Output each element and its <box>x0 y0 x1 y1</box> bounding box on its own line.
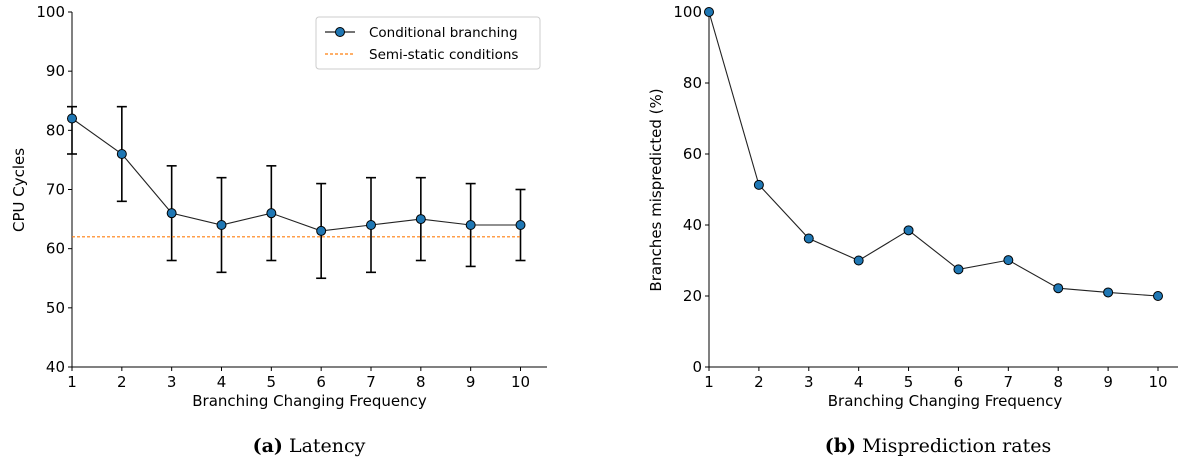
latency-marks <box>67 105 526 280</box>
latency-y-tick-label: 100 <box>36 3 65 21</box>
latency-y-tick-label: 70 <box>46 181 65 199</box>
misprediction-x-tick-label: 5 <box>904 373 914 391</box>
latency-x-axis-label: Branching Changing Frequency <box>192 392 427 410</box>
latency-data-point <box>266 208 277 219</box>
misprediction-x-tick-label: 1 <box>704 373 714 391</box>
misprediction-y-axis-label: Branches mispredicted (%) <box>647 88 665 291</box>
misprediction-y-tick-label: 40 <box>683 216 702 234</box>
latency-x-tick-label: 3 <box>167 373 177 391</box>
latency-y-tick-label: 40 <box>46 358 65 376</box>
misprediction-y-tick-label: 100 <box>673 3 702 21</box>
misprediction-data-point <box>753 179 764 190</box>
misprediction-y-tick-label: 20 <box>683 287 702 305</box>
latency-x-ticks: 1 2 3 4 5 6 7 8 9 10 <box>67 367 530 391</box>
misprediction-data-point <box>1153 291 1163 301</box>
misprediction-data-point <box>803 233 814 244</box>
latency-x-tick-label: 6 <box>316 373 326 391</box>
latency-caption: (a) Latency <box>253 435 366 457</box>
misprediction-x-tick-label: 3 <box>804 373 814 391</box>
latency-legend: Conditional branching Semi-static condit… <box>315 16 541 70</box>
latency-caption-tag: (a) <box>253 435 283 457</box>
latency-x-tick-label: 7 <box>366 373 376 391</box>
misprediction-y-tick-label: 80 <box>683 74 702 92</box>
misprediction-data-point <box>903 225 914 236</box>
misprediction-x-tick-label: 2 <box>754 373 764 391</box>
latency-data-point <box>116 149 127 159</box>
latency-data-point <box>415 214 426 225</box>
latency-x-tick-label: 8 <box>416 373 426 391</box>
latency-x-tick-label: 9 <box>466 373 476 391</box>
misprediction-x-tick-label: 10 <box>1148 373 1167 391</box>
latency-x-tick-label: 4 <box>217 373 227 391</box>
latency-data-point <box>216 220 227 230</box>
misprediction-data-point <box>1103 287 1114 298</box>
misprediction-y-tick-label: 0 <box>692 358 702 376</box>
latency-chart: 40 50 60 70 80 90 100 1 2 3 4 5 6 7 8 9 10 Branching Ch… <box>10 3 547 457</box>
misprediction-x-tick-label: 9 <box>1103 373 1113 391</box>
misprediction-chart: 0 20 40 60 80 100 1 2 3 4 5 6 7 8 9 10 Branching Chang… <box>647 3 1178 457</box>
misprediction-x-tick-label: 4 <box>854 373 864 391</box>
latency-x-tick-label: 10 <box>511 373 530 391</box>
latency-y-tick-label: 90 <box>46 62 65 80</box>
legend-conditional-marker <box>335 27 345 37</box>
latency-caption-text: Latency <box>289 435 366 457</box>
misprediction-caption: (b) Misprediction rates <box>825 435 1051 457</box>
latency-x-tick-label: 1 <box>67 373 77 391</box>
misprediction-data-point <box>1003 255 1014 266</box>
latency-data-point <box>465 220 476 230</box>
latency-x-tick-label: 2 <box>117 373 127 391</box>
latency-data-point <box>366 220 376 230</box>
misprediction-x-tick-label: 7 <box>1004 373 1014 391</box>
latency-data-point <box>67 113 77 124</box>
misprediction-caption-text: Misprediction rates <box>862 435 1051 457</box>
latency-data-point <box>515 220 526 230</box>
latency-y-axis-label: CPU Cycles <box>10 148 28 232</box>
misprediction-x-axis-label: Branching Changing Frequency <box>828 392 1063 410</box>
misprediction-data-point <box>953 264 964 275</box>
latency-data-point <box>166 208 177 219</box>
latency-series-0-line <box>71 118 521 232</box>
misprediction-y-tick-label: 60 <box>683 145 702 163</box>
latency-y-tick-label: 80 <box>46 121 65 139</box>
latency-y-ticks: 40 50 60 70 80 90 100 <box>36 3 72 376</box>
latency-data-point <box>316 225 327 236</box>
legend-conditional-label: Conditional branching <box>369 25 518 41</box>
misprediction-caption-tag: (b) <box>825 435 856 457</box>
misprediction-x-tick-label: 6 <box>954 373 964 391</box>
latency-y-tick-label: 60 <box>46 240 65 258</box>
misprediction-x-ticks: 1 2 3 4 5 6 7 8 9 10 <box>704 367 1168 391</box>
misprediction-series-0-line <box>708 11 1159 297</box>
misprediction-x-tick-label: 8 <box>1053 373 1063 391</box>
misprediction-y-ticks: 0 20 40 60 80 100 <box>673 3 709 376</box>
misprediction-data-point <box>1053 283 1064 294</box>
misprediction-marks <box>704 7 1163 301</box>
misprediction-data-point <box>704 7 714 17</box>
latency-x-tick-label: 5 <box>267 373 277 391</box>
legend-semistatic-label: Semi-static conditions <box>369 47 518 63</box>
latency-y-tick-label: 50 <box>46 299 65 317</box>
misprediction-data-point <box>853 255 864 266</box>
legend-box <box>315 16 541 70</box>
